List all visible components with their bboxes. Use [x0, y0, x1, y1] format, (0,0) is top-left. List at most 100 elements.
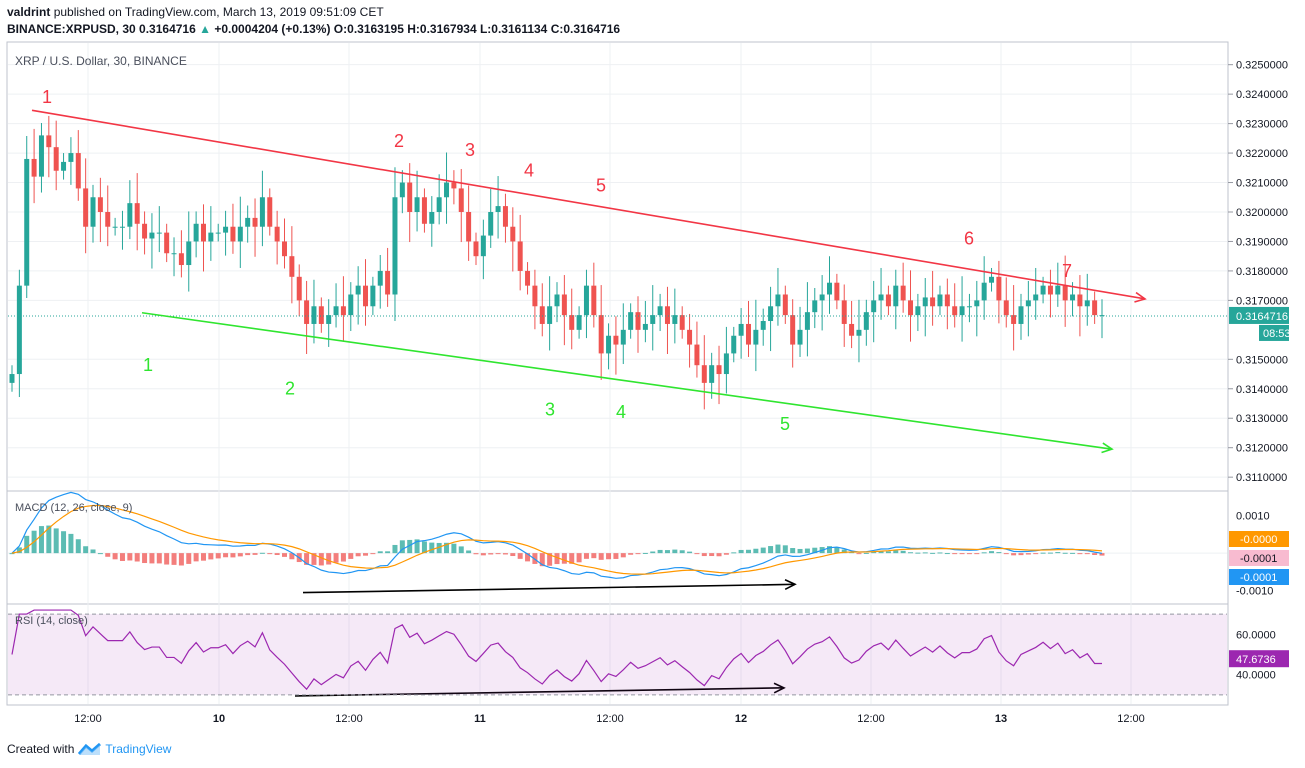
macd-histogram-bar: [635, 553, 641, 555]
macd-histogram-bar: [274, 553, 280, 556]
time-tick-label: 12:00: [74, 713, 102, 725]
macd-histogram-bar: [466, 550, 472, 554]
macd-histogram-bar: [53, 528, 59, 554]
candle-body: [429, 211, 435, 224]
macd-histogram-bar: [289, 553, 295, 560]
countdown-tag: [1259, 324, 1289, 341]
macd-histogram-bar: [171, 553, 177, 565]
macd-histogram-bar: [606, 553, 612, 560]
candle-body: [451, 182, 457, 189]
macd-histogram-bar: [613, 553, 619, 559]
tradingview-brand[interactable]: TradingView: [105, 742, 172, 756]
candle-body: [900, 285, 906, 301]
candle-body: [849, 323, 855, 336]
macd-histogram-bar: [488, 553, 494, 555]
rsi-title: RSI (14, close): [15, 615, 88, 627]
macd-histogram-bar: [709, 553, 715, 557]
change-up-icon: ▲: [199, 22, 212, 36]
candle-body: [539, 306, 545, 324]
macd-histogram-bar: [775, 544, 781, 554]
candle-body: [326, 315, 332, 324]
candle-body: [90, 197, 96, 227]
macd-value-label: -0.0001: [1240, 553, 1277, 565]
macd-histogram-bar: [223, 553, 229, 558]
macd-histogram-bar: [863, 552, 869, 554]
candle-body: [613, 335, 619, 345]
macd-histogram-bar: [83, 546, 89, 554]
candle-body: [259, 197, 265, 227]
macd-histogram-bar: [723, 553, 729, 555]
candle-body: [937, 294, 943, 307]
candle-body: [414, 197, 420, 212]
rsi-divergence-arrow-head: [773, 682, 786, 694]
last-price-tag: [1229, 306, 1289, 324]
countdown-label: 08:53: [1263, 328, 1291, 340]
candle-body: [657, 306, 663, 316]
candle-body: [738, 323, 744, 336]
macd-histogram-bar: [38, 526, 44, 554]
candle-body: [407, 182, 413, 212]
close-value: 0.3164716: [563, 22, 621, 36]
candles: [8, 115, 1228, 410]
candle-body: [193, 223, 199, 242]
macd-histogram-bar: [340, 553, 346, 562]
macd-histogram-bar: [326, 553, 332, 565]
macd-histogram-bar: [517, 553, 523, 559]
candle-body: [959, 306, 965, 316]
macd-histogram-bar: [804, 548, 810, 554]
price-tick-label: 0.3120000: [1236, 443, 1288, 455]
candle-body: [502, 206, 508, 227]
candle-body: [885, 294, 891, 307]
footer: Created with TradingView: [7, 742, 171, 756]
candle-body: [797, 329, 803, 345]
macd-histogram-bar: [451, 543, 457, 554]
price-tick-label: 0.3150000: [1236, 354, 1288, 366]
candle-body: [930, 297, 936, 307]
candle-body: [989, 276, 995, 283]
support-line-head: [1101, 442, 1114, 454]
candle-body: [642, 323, 648, 330]
candle-body: [245, 217, 251, 227]
macd-histogram-bar: [267, 553, 273, 555]
candle-body: [620, 329, 626, 345]
candle-body: [583, 285, 589, 316]
macd-histogram-bar: [1033, 553, 1039, 555]
macd-histogram-bar: [974, 553, 980, 555]
macd-histogram-bar: [444, 542, 450, 554]
candle-body: [1062, 285, 1068, 301]
candle-body: [804, 312, 810, 330]
candle-body: [296, 276, 302, 301]
signal-line: [11, 504, 1103, 575]
candle-body: [996, 276, 1002, 301]
resistance-touch-label: 7: [1062, 261, 1072, 281]
candle-body: [974, 300, 980, 307]
candle-body: [768, 306, 774, 322]
price-pane[interactable]: [6, 41, 1229, 492]
candle-body: [282, 241, 287, 257]
rsi-pane[interactable]: [6, 603, 1229, 706]
candle-body: [1077, 294, 1083, 307]
macd-histogram-bar: [650, 551, 656, 554]
macd-histogram-bar: [304, 553, 310, 565]
macd-histogram-bar: [480, 553, 486, 556]
macd-histogram-bar: [392, 544, 398, 554]
macd-histogram-bar: [745, 549, 751, 554]
macd-divergence-arrow-head: [784, 578, 797, 590]
support-touch-label: 4: [616, 402, 626, 422]
candle-body: [156, 232, 162, 234]
candle-body: [1011, 315, 1017, 324]
macd-histogram-bar: [311, 553, 317, 565]
candle-body: [436, 197, 442, 212]
low-label: L:: [479, 22, 492, 36]
publisher-name[interactable]: valdrint: [7, 5, 51, 19]
candle-body: [1018, 306, 1024, 324]
candle-body: [421, 197, 427, 224]
macd-histogram-bar: [421, 541, 427, 554]
macd-pane[interactable]: [6, 490, 1229, 605]
price-tick-label: 0.3180000: [1236, 266, 1288, 278]
close-label: C:: [550, 22, 564, 36]
candle-body: [569, 315, 575, 330]
high-label: H:: [407, 22, 420, 36]
support-touch-label: 2: [285, 379, 295, 399]
